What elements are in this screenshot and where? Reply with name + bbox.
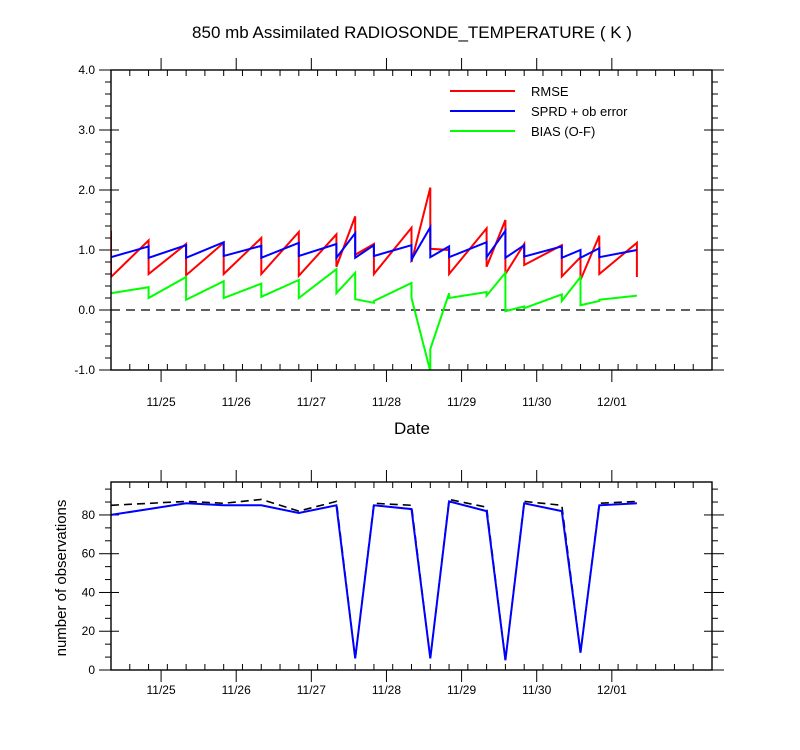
bottom-y-tick-label: 20 xyxy=(82,624,96,638)
top-series-sprd-ob-error xyxy=(111,223,638,264)
top-x-tick-label: 11/29 xyxy=(447,395,476,409)
bottom-y-tick-label: 40 xyxy=(82,585,96,599)
legend: RMSE SPRD + ob error BIAS (O-F) xyxy=(450,84,628,139)
top-y-tick-label: 3.0 xyxy=(78,123,95,137)
legend-label-bias-o-f: BIAS (O-F) xyxy=(531,124,595,139)
bottom-y-tick-label: 80 xyxy=(82,508,96,522)
bottom-x-tick-label: 11/27 xyxy=(297,683,326,697)
top-y-tick-label: 4.0 xyxy=(78,63,95,77)
bottom-x-tick-label: 11/26 xyxy=(222,683,251,697)
top-x-tick-label: 11/30 xyxy=(522,395,551,409)
legend-label-rmse: RMSE xyxy=(531,84,569,99)
top-series-bias-o-f xyxy=(111,267,638,370)
chart-title: 850 mb Assimilated RADIOSONDE_TEMPERATUR… xyxy=(192,23,632,42)
top-x-tick-label: 11/26 xyxy=(222,395,251,409)
top-x-tick-label: 11/27 xyxy=(297,395,326,409)
top-plot-frame xyxy=(110,69,713,371)
bottom-plot-frame xyxy=(110,481,713,671)
bottom-x-tick-label: 11/30 xyxy=(522,683,551,697)
top-y-tick-label: 0.0 xyxy=(78,303,95,317)
bottom-series-possible-observations xyxy=(111,498,637,661)
top-series-rmse xyxy=(111,187,638,281)
bottom-x-tick-label: 11/29 xyxy=(447,683,476,697)
x-axis-title: Date xyxy=(394,419,430,438)
top-panel: -1.0 0.0 1.0 2.0 3.0 4.0 11/25 11/26 11/27 11/28 1… xyxy=(74,58,724,409)
top-y-tick-label: 2.0 xyxy=(78,183,95,197)
bottom-x-tick-label: 11/25 xyxy=(147,683,176,697)
top-x-tick-label: 12/01 xyxy=(597,395,627,409)
bottom-panel: 0 20 40 60 80 11/25 11/26 11/27 11/28 11/29 11/30 1… xyxy=(82,470,724,697)
bottom-y-tick-label: 60 xyxy=(82,547,96,561)
y-axis-title: number of observations xyxy=(53,500,70,657)
bottom-series-assimilated-observations xyxy=(111,500,637,661)
top-y-tick-label: -1.0 xyxy=(74,363,95,377)
bottom-x-tick-label: 12/01 xyxy=(597,683,627,697)
top-x-tick-label: 11/25 xyxy=(147,395,176,409)
top-y-tick-label: 1.0 xyxy=(78,243,95,257)
bottom-y-tick-label: 0 xyxy=(88,663,95,677)
top-x-tick-label: 11/28 xyxy=(372,395,401,409)
bottom-x-tick-label: 11/28 xyxy=(372,683,401,697)
legend-label-sprd-ob-error: SPRD + ob error xyxy=(531,104,628,119)
